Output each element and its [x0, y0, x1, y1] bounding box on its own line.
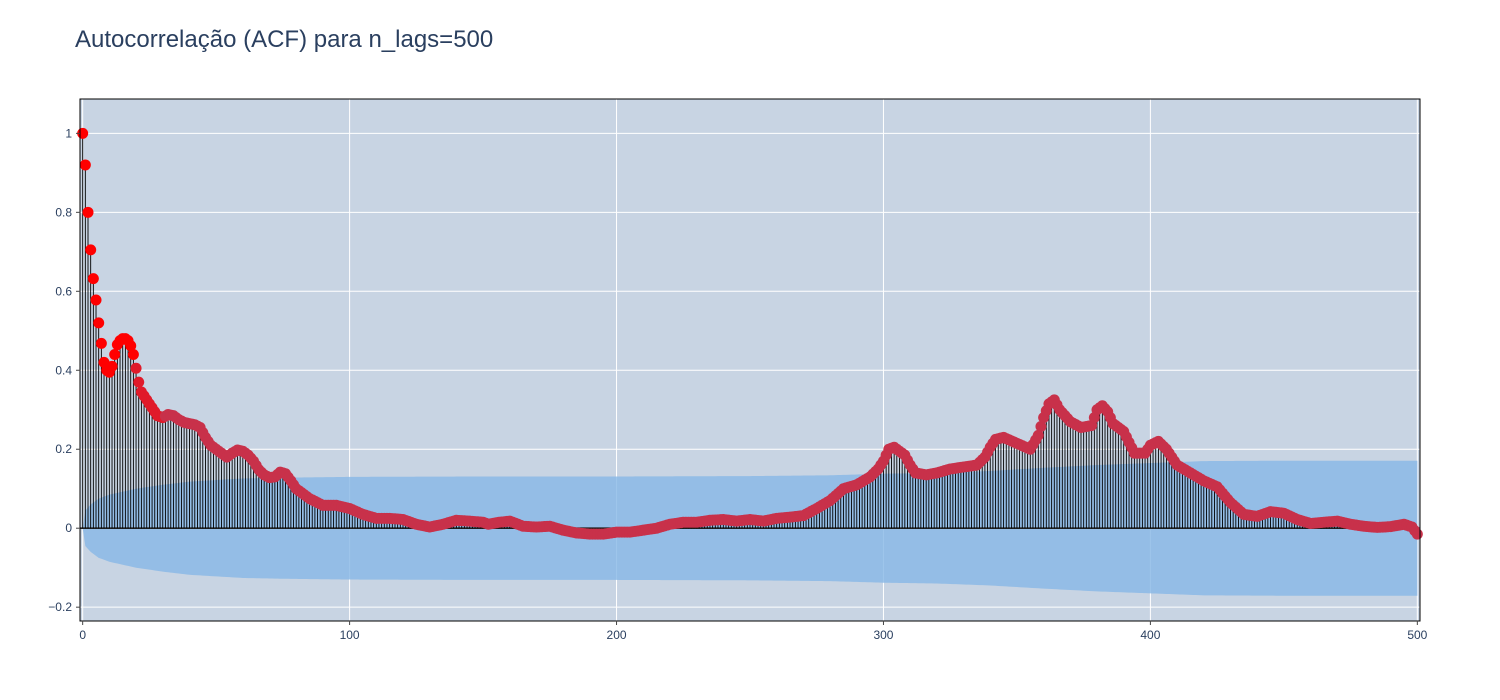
- chart-title: Autocorrelação (ACF) para n_lags=500: [75, 26, 494, 53]
- acf-point: [109, 348, 121, 360]
- x-axis-ticks: 0 100 200 300 400 500: [79, 621, 1428, 642]
- acf-point: [133, 376, 145, 388]
- y-tick-label: −0.2: [48, 600, 72, 614]
- acf-point: [82, 206, 94, 218]
- x-tick-label: 400: [1140, 628, 1160, 642]
- acf-point: [125, 340, 137, 352]
- acf-point: [93, 317, 105, 329]
- x-tick-label: 300: [873, 628, 893, 642]
- acf-point: [85, 244, 97, 256]
- acf-point: [130, 362, 142, 374]
- y-tick-label: 0: [65, 521, 72, 535]
- y-tick-label: 1: [65, 126, 72, 140]
- y-tick-label: 0.6: [55, 284, 72, 298]
- x-tick-label: 0: [79, 628, 86, 642]
- acf-point: [1032, 429, 1044, 441]
- acf-point: [87, 273, 99, 285]
- acf-point: [106, 360, 118, 372]
- plot-border: [79, 98, 1421, 622]
- acf-point: [95, 337, 107, 349]
- x-tick-label: 500: [1407, 628, 1427, 642]
- acf-point: [1035, 421, 1047, 433]
- x-tick-label: 200: [607, 628, 627, 642]
- y-tick-label: 0.2: [55, 442, 72, 456]
- y-axis-ticks: −0.2 0 0.2 0.4 0.6 0.8 1: [48, 126, 80, 614]
- acf-point: [1411, 528, 1423, 540]
- plot-frame: [79, 98, 1421, 622]
- acf-markers: [77, 127, 1423, 540]
- y-tick-label: 0.8: [55, 205, 72, 219]
- acf-point: [79, 159, 91, 171]
- acf-point: [127, 348, 139, 360]
- x-tick-label: 100: [340, 628, 360, 642]
- y-tick-label: 0.4: [55, 363, 72, 377]
- acf-point: [90, 294, 102, 306]
